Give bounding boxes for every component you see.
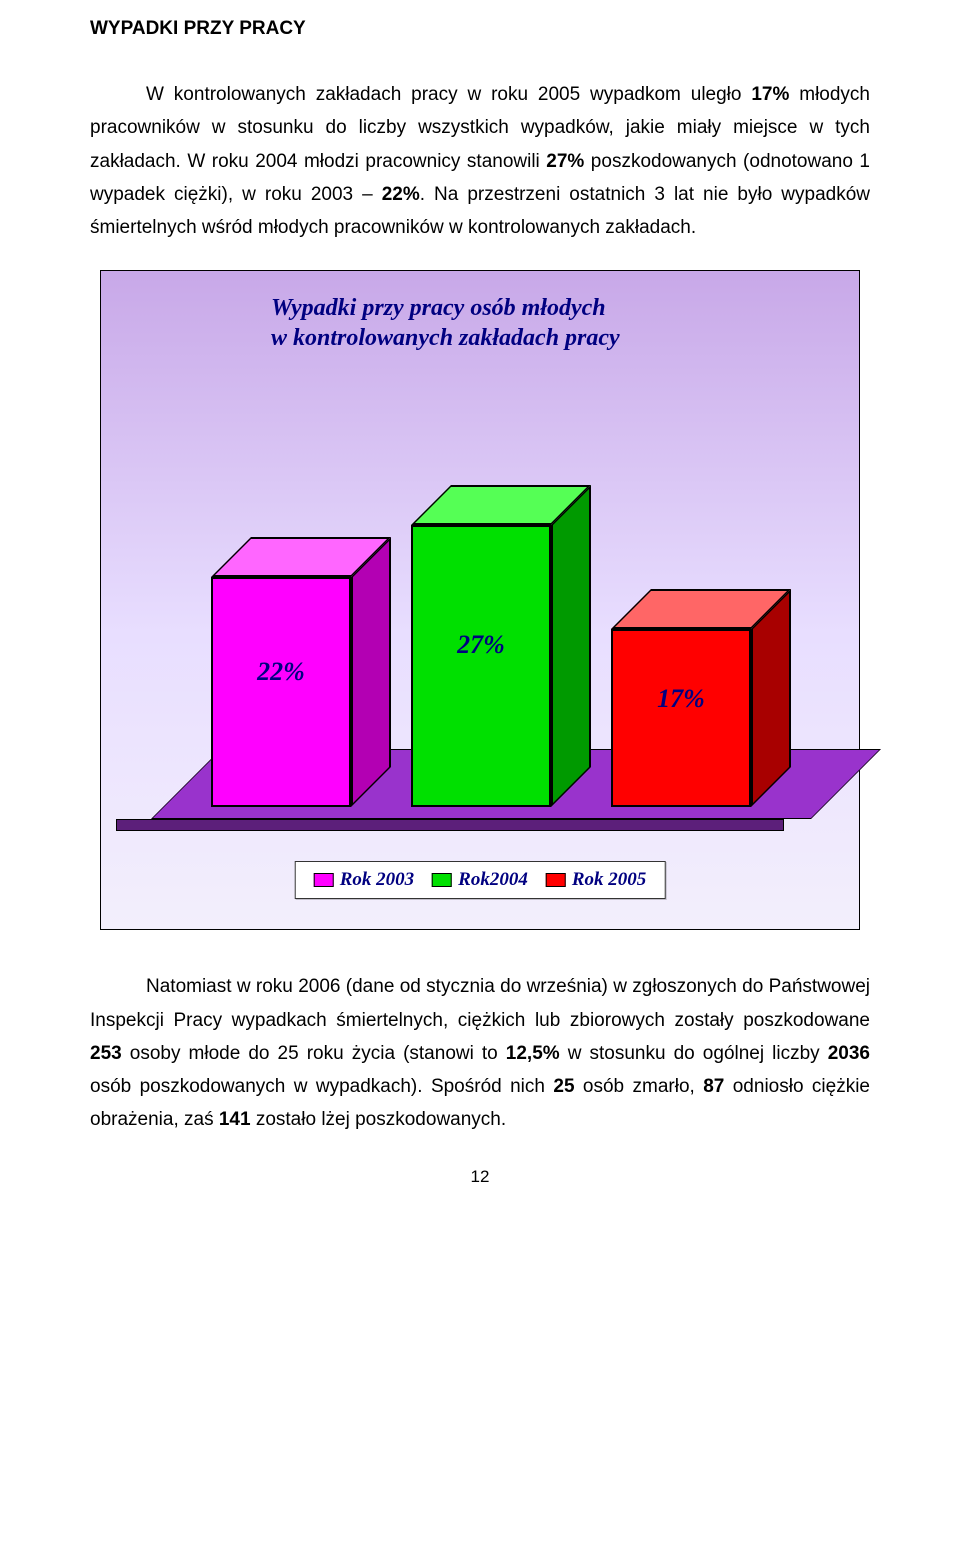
text-bold: 27%: [546, 151, 584, 172]
chart-legend-swatch: [546, 873, 566, 887]
chart-bar: 17%: [611, 589, 791, 807]
chart-legend-label: Rok 2005: [572, 869, 646, 891]
text-run: W kontrolowanych zakładach pracy w roku …: [146, 84, 751, 105]
chart-bar-front: [411, 525, 551, 807]
text-run: osoby młode do 25 roku życia (stanowi to: [122, 1043, 506, 1064]
chart-bar-label: 17%: [611, 684, 751, 714]
chart-floor-front: [116, 819, 784, 831]
bar-chart: Wypadki przy pracy osób młodych w kontro…: [100, 270, 860, 930]
chart-legend: Rok 2003 Rok2004 Rok 2005: [295, 861, 666, 899]
text-bold: 87: [703, 1076, 724, 1097]
text-bold: 17%: [751, 84, 789, 105]
chart-bar: 27%: [411, 485, 591, 807]
chart-legend-item: Rok 2005: [546, 869, 646, 891]
chart-bar-side: [551, 485, 591, 807]
chart-bar: 22%: [211, 537, 391, 807]
chart-bar-label: 22%: [211, 657, 351, 687]
text-bold: 22%: [382, 184, 420, 205]
chart-legend-label: Rok2004: [458, 869, 528, 891]
chart-title-line2: w kontrolowanych zakładach pracy: [271, 325, 620, 351]
chart-bar-front: [611, 629, 751, 807]
chart-legend-item: Rok2004: [432, 869, 528, 891]
text-bold: 253: [90, 1043, 122, 1064]
chart-legend-item: Rok 2003: [314, 869, 414, 891]
text-bold: 12,5%: [506, 1043, 560, 1064]
text-bold: 141: [219, 1109, 251, 1130]
chart-legend-label: Rok 2003: [340, 869, 414, 891]
text-run: w stosunku do ogólnej liczby: [560, 1043, 828, 1064]
chart-legend-swatch: [432, 873, 452, 887]
chart-bar-front: [211, 577, 351, 807]
paragraph-2: Natomiast w roku 2006 (dane od stycznia …: [90, 970, 870, 1136]
section-heading: WYPADKI PRZY PRACY: [90, 18, 870, 40]
text-run: osób zmarło,: [575, 1076, 704, 1097]
text-bold: 25: [553, 1076, 574, 1097]
chart-bars-container: 22% 27% 17%: [101, 407, 861, 807]
text-bold: 2036: [828, 1043, 870, 1064]
page-number: 12: [90, 1167, 870, 1187]
chart-title-line1: Wypadki przy pracy osób młodych: [271, 295, 606, 321]
chart-bar-label: 27%: [411, 630, 551, 660]
text-run: zostało lżej poszkodowanych.: [251, 1109, 507, 1130]
chart-bar-side: [351, 537, 391, 807]
chart-title: Wypadki przy pracy osób młodych w kontro…: [271, 293, 711, 353]
paragraph-1: W kontrolowanych zakładach pracy w roku …: [90, 78, 870, 244]
text-run: Natomiast w roku 2006 (dane od stycznia …: [90, 976, 870, 1030]
chart-legend-swatch: [314, 873, 334, 887]
text-run: osób poszkodowanych w wypadkach). Spośró…: [90, 1076, 553, 1097]
